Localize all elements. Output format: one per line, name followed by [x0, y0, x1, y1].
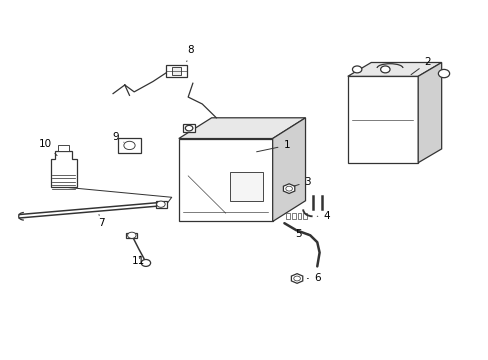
Bar [179, 139, 272, 221]
Bar [156, 201, 166, 208]
Text: 2: 2 [410, 58, 430, 75]
Text: 6: 6 [307, 274, 320, 283]
Circle shape [285, 186, 292, 191]
Polygon shape [272, 118, 305, 221]
Polygon shape [291, 274, 302, 283]
Circle shape [380, 66, 389, 73]
Circle shape [127, 232, 136, 238]
Circle shape [185, 125, 192, 131]
Circle shape [352, 66, 361, 73]
Bar [347, 76, 417, 163]
Text: 10: 10 [39, 139, 57, 156]
Text: 8: 8 [186, 45, 193, 62]
Bar [118, 138, 141, 153]
Polygon shape [51, 150, 77, 187]
Bar [303, 213, 306, 219]
Circle shape [123, 141, 135, 150]
Bar [58, 145, 69, 150]
Text: 1: 1 [256, 140, 289, 152]
Bar [230, 172, 263, 201]
Circle shape [437, 69, 449, 78]
Circle shape [156, 201, 165, 207]
Bar [291, 213, 295, 219]
Text: 11: 11 [132, 256, 145, 266]
Polygon shape [283, 184, 294, 193]
Text: 9: 9 [112, 132, 123, 142]
Bar [285, 213, 289, 219]
Circle shape [293, 276, 300, 281]
Text: 4: 4 [317, 211, 329, 221]
Text: 3: 3 [293, 177, 310, 187]
Text: 5: 5 [295, 229, 307, 239]
Bar [171, 67, 181, 75]
Bar [166, 65, 186, 77]
Bar [126, 233, 137, 238]
Text: 7: 7 [98, 215, 104, 228]
Polygon shape [417, 63, 441, 163]
Bar [183, 124, 195, 132]
Bar [297, 213, 301, 219]
Circle shape [141, 260, 150, 266]
Polygon shape [179, 118, 305, 139]
Polygon shape [347, 63, 441, 76]
